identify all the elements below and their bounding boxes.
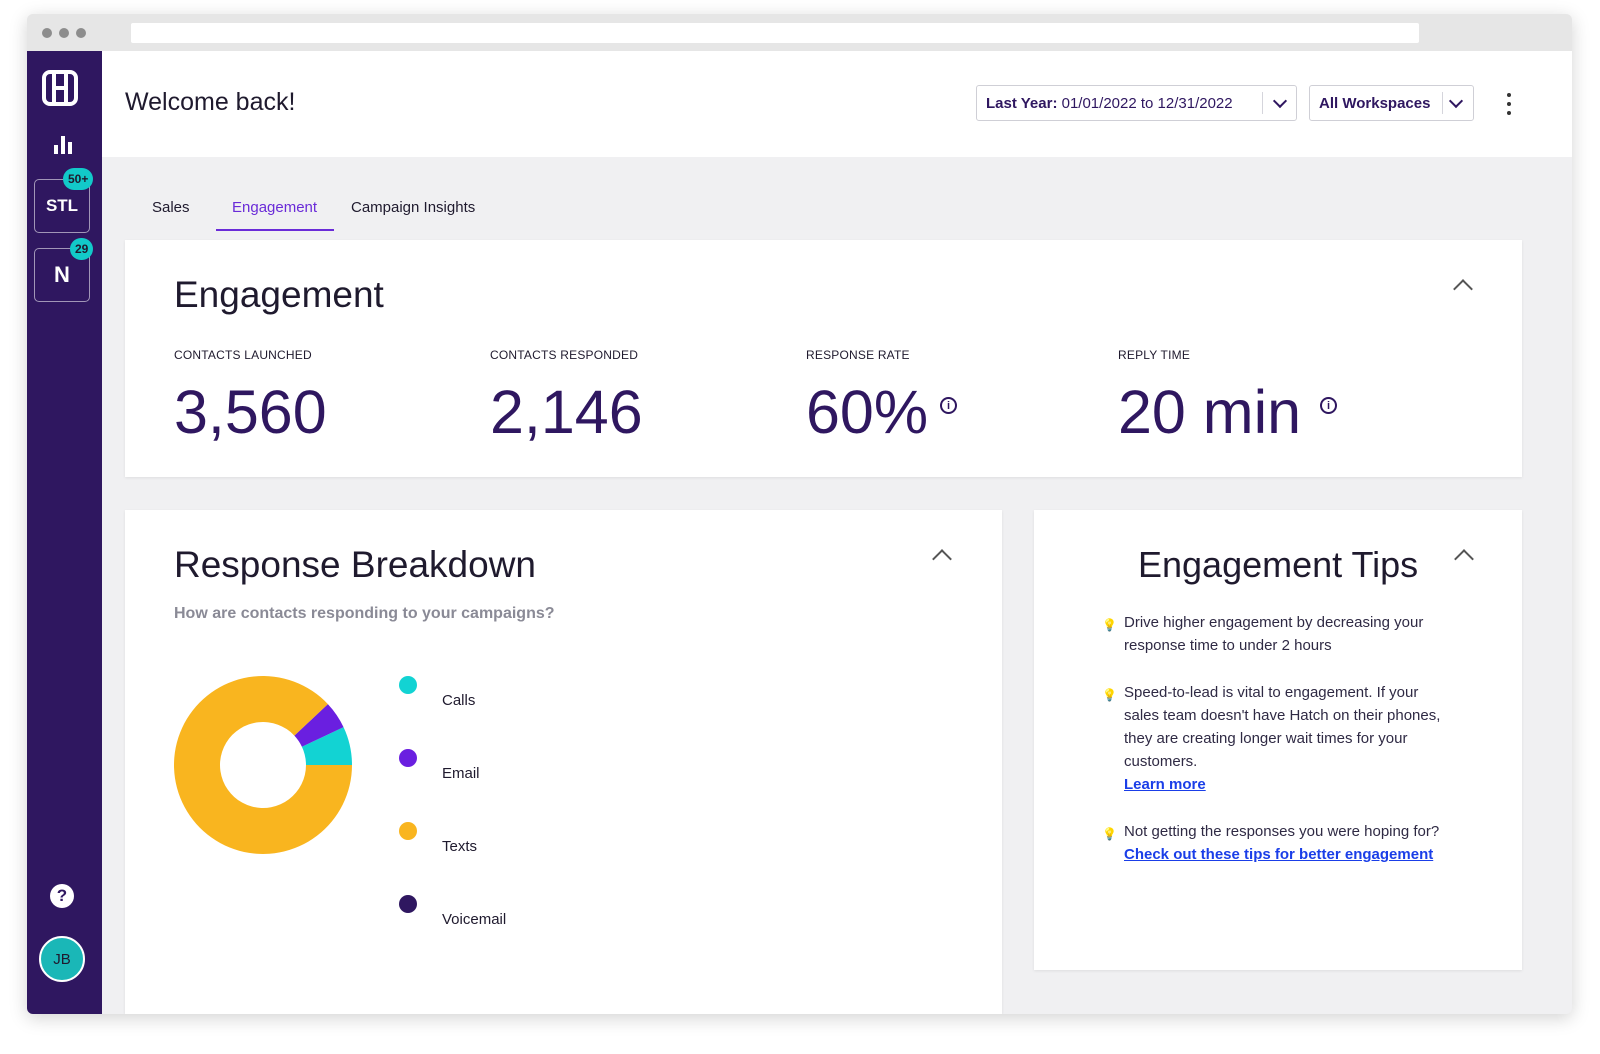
legend-label-calls: Calls — [442, 692, 476, 709]
sidebar: STL 50+ N 29 ? JB — [27, 51, 102, 1014]
donut-slice-email — [294, 704, 344, 747]
divider — [1442, 92, 1443, 114]
window-dot[interactable] — [59, 28, 69, 38]
notification-badge: 50+ — [63, 168, 94, 190]
tip-text: Not getting the responses you were hopin… — [1124, 823, 1440, 840]
engagement-card: Engagement CONTACTS LAUNCHED 3,560 CONTA… — [125, 240, 1522, 477]
bar-chart-icon[interactable] — [54, 136, 74, 154]
chevron-down-icon — [1272, 93, 1288, 109]
lightbulb-icon: 💡 — [1102, 688, 1117, 702]
donut-slice-texts — [174, 676, 352, 854]
more-options-icon[interactable] — [1507, 93, 1511, 115]
workspace-label: N — [54, 262, 70, 287]
tip-item: 💡 Drive higher engagement by decreasing … — [1102, 611, 1444, 657]
stat-value: 2,146 — [490, 378, 643, 446]
tip-item: 💡 Speed-to-lead is vital to engagement. … — [1102, 681, 1444, 796]
legend-dot-texts — [399, 822, 417, 840]
address-bar[interactable] — [131, 23, 1419, 43]
date-range-select[interactable]: Last Year: 01/01/2022 to 12/31/2022 — [976, 85, 1297, 121]
date-range-value: 01/01/2022 to 12/31/2022 — [1061, 94, 1233, 112]
tab-engagement[interactable]: Engagement — [232, 199, 318, 216]
workspace-label: STL — [45, 196, 79, 215]
stat-label: RESPONSE RATE — [806, 348, 910, 362]
breakdown-subtitle: How are contacts responding to your camp… — [174, 605, 555, 622]
collapse-icon[interactable] — [1453, 279, 1473, 299]
legend-dot-voicemail — [399, 895, 417, 913]
stat-value: 60% — [806, 378, 929, 446]
lightbulb-icon: 💡 — [1102, 827, 1117, 841]
stat-value: 3,560 — [174, 378, 327, 446]
browser-chrome — [27, 14, 1572, 51]
tip-text: Drive higher engagement by decreasing yo… — [1124, 614, 1424, 654]
response-breakdown-card: Response Breakdown How are contacts resp… — [125, 510, 1002, 1014]
tips-link[interactable]: Check out these tips for better engageme… — [1124, 846, 1434, 863]
help-icon[interactable]: ? — [50, 884, 74, 908]
donut-slice-calls — [301, 727, 352, 765]
stat-value: 20 min — [1118, 378, 1302, 446]
tab-campaign-insights[interactable]: Campaign Insights — [351, 199, 476, 216]
notification-badge: 29 — [70, 238, 94, 260]
engagement-title: Engagement — [174, 274, 384, 315]
info-icon[interactable]: i — [1320, 397, 1337, 414]
tip-text: Speed-to-lead is vital to engagement. If… — [1124, 684, 1441, 770]
workspace-n-button[interactable]: N — [34, 248, 90, 302]
legend-dot-calls — [399, 676, 417, 694]
header: Welcome back! Last Year: 01/01/2022 to 1… — [102, 51, 1572, 157]
legend-label-email: Email — [442, 765, 480, 782]
active-tab-indicator — [216, 229, 334, 231]
workspace-select-label: All Workspaces — [1319, 94, 1431, 112]
lightbulb-icon: 💡 — [1102, 618, 1117, 632]
date-range-prefix: Last Year: — [986, 94, 1058, 112]
workspace-stl-button[interactable]: STL — [34, 179, 90, 233]
stat-label: REPLY TIME — [1118, 348, 1191, 362]
collapse-icon[interactable] — [1454, 549, 1474, 569]
window-dot[interactable] — [76, 28, 86, 38]
tab-bar: Sales Engagement Campaign Insights — [102, 157, 1572, 247]
tab-sales[interactable]: Sales — [152, 199, 190, 216]
collapse-icon[interactable] — [932, 549, 952, 569]
engagement-tips-card: Engagement Tips 💡 Drive higher engagemen… — [1034, 510, 1522, 970]
date-range-label: Last Year: 01/01/2022 to 12/31/2022 — [977, 95, 1233, 112]
tips-title: Engagement Tips — [1138, 544, 1419, 585]
tip-item: 💡 Not getting the responses you were hop… — [1102, 820, 1444, 866]
divider — [1262, 92, 1263, 114]
stat-label: CONTACTS LAUNCHED — [174, 348, 312, 362]
legend-dot-email — [399, 749, 417, 767]
donut-chart — [174, 676, 352, 854]
browser-window: STL 50+ N 29 ? JB Welcome back! Last Yea… — [27, 14, 1572, 1014]
stat-label: CONTACTS RESPONDED — [490, 348, 639, 362]
page-title: Welcome back! — [125, 88, 296, 116]
avatar[interactable]: JB — [39, 936, 85, 982]
info-icon[interactable]: i — [940, 397, 957, 414]
breakdown-title: Response Breakdown — [174, 544, 536, 585]
hatch-logo-icon[interactable] — [42, 70, 78, 106]
legend-label-texts: Texts — [442, 838, 478, 855]
workspace-select[interactable]: All Workspaces — [1309, 85, 1474, 121]
chevron-down-icon — [1448, 93, 1464, 109]
window-dot[interactable] — [42, 28, 52, 38]
learn-more-link[interactable]: Learn more — [1124, 776, 1206, 793]
legend-label-voicemail: Voicemail — [442, 911, 507, 928]
